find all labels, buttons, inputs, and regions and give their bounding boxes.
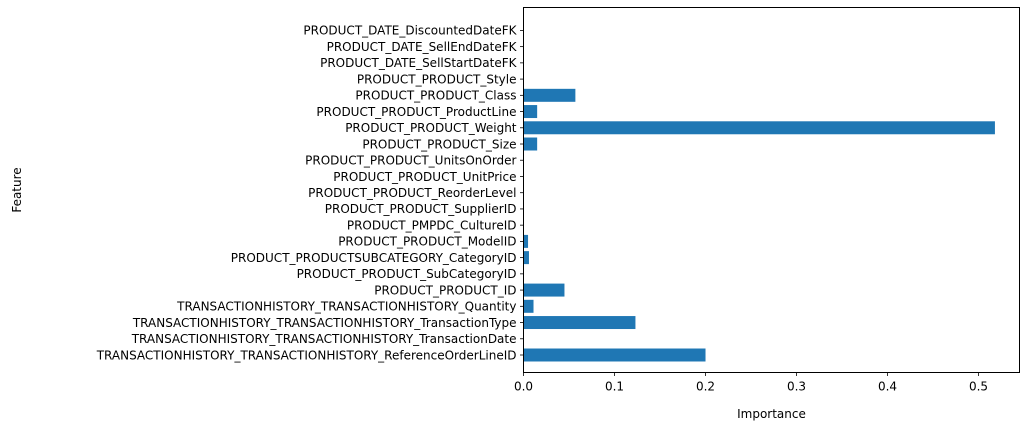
x-tick-label: 0.2 xyxy=(696,380,715,394)
bar xyxy=(523,137,538,151)
x-tick-label: 0.1 xyxy=(605,380,624,394)
x-tick-label: 0.4 xyxy=(878,380,897,394)
y-tick-label: PRODUCT_PRODUCT_ReorderLevel xyxy=(308,186,516,200)
bars-group xyxy=(523,88,995,362)
y-tick-label: PRODUCT_PRODUCT_UnitsOnOrder xyxy=(305,154,516,168)
bar xyxy=(523,299,534,313)
x-axis-label: Importance xyxy=(737,407,806,421)
y-tick-label: PRODUCT_PRODUCT_ProductLine xyxy=(316,105,516,119)
y-tick-label: PRODUCT_PRODUCT_Weight xyxy=(345,121,517,135)
y-tick-label: PRODUCT_PRODUCT_ModelID xyxy=(338,235,516,249)
y-tick-label: TRANSACTIONHISTORY_TRANSACTIONHISTORY_Tr… xyxy=(131,332,517,346)
y-tick-label: PRODUCT_DATE_DiscountedDateFK xyxy=(303,24,517,38)
bar xyxy=(523,283,565,297)
plot-frame xyxy=(523,7,1020,373)
bar xyxy=(523,105,538,119)
y-tick-label: PRODUCT_PRODUCT_Size xyxy=(362,137,516,151)
bar xyxy=(523,88,576,102)
x-tick-label: 0.5 xyxy=(969,380,988,394)
bar xyxy=(523,348,706,362)
y-tick-label: PRODUCT_PRODUCT_Class xyxy=(355,89,516,103)
bar xyxy=(523,121,995,135)
bar xyxy=(523,234,529,248)
x-tick-label: 0.0 xyxy=(514,380,533,394)
y-tick-label: PRODUCT_PRODUCT_Style xyxy=(357,72,517,86)
y-ticks-group: TRANSACTIONHISTORY_TRANSACTIONHISTORY_Re… xyxy=(96,24,524,362)
y-tick-label: PRODUCT_DATE_SellEndDateFK xyxy=(327,40,518,54)
y-axis-label: Feature xyxy=(10,167,24,212)
bar xyxy=(523,316,636,330)
y-tick-label: PRODUCT_PMPDC_CultureID xyxy=(347,218,517,232)
y-tick-label: PRODUCT_PRODUCT_SupplierID xyxy=(325,202,517,216)
x-tick-label: 0.3 xyxy=(787,380,806,394)
y-tick-label: PRODUCT_PRODUCT_SubCategoryID xyxy=(297,267,517,281)
bar xyxy=(523,251,529,265)
y-tick-label: PRODUCT_PRODUCT_UnitPrice xyxy=(333,170,516,184)
y-tick-label: TRANSACTIONHISTORY_TRANSACTIONHISTORY_Tr… xyxy=(132,316,517,330)
y-tick-label: TRANSACTIONHISTORY_TRANSACTIONHISTORY_Re… xyxy=(96,348,517,362)
y-tick-label: PRODUCT_DATE_SellStartDateFK xyxy=(320,56,518,70)
y-tick-label: PRODUCT_PRODUCT_ID xyxy=(374,283,516,297)
x-ticks-group: 0.0 0.1 0.2 0.3 0.4 0.5 xyxy=(514,372,988,394)
y-tick-label: PRODUCT_PRODUCTSUBCATEGORY_CategoryID xyxy=(231,251,517,265)
y-tick-label: TRANSACTIONHISTORY_TRANSACTIONHISTORY_Qu… xyxy=(176,300,516,314)
